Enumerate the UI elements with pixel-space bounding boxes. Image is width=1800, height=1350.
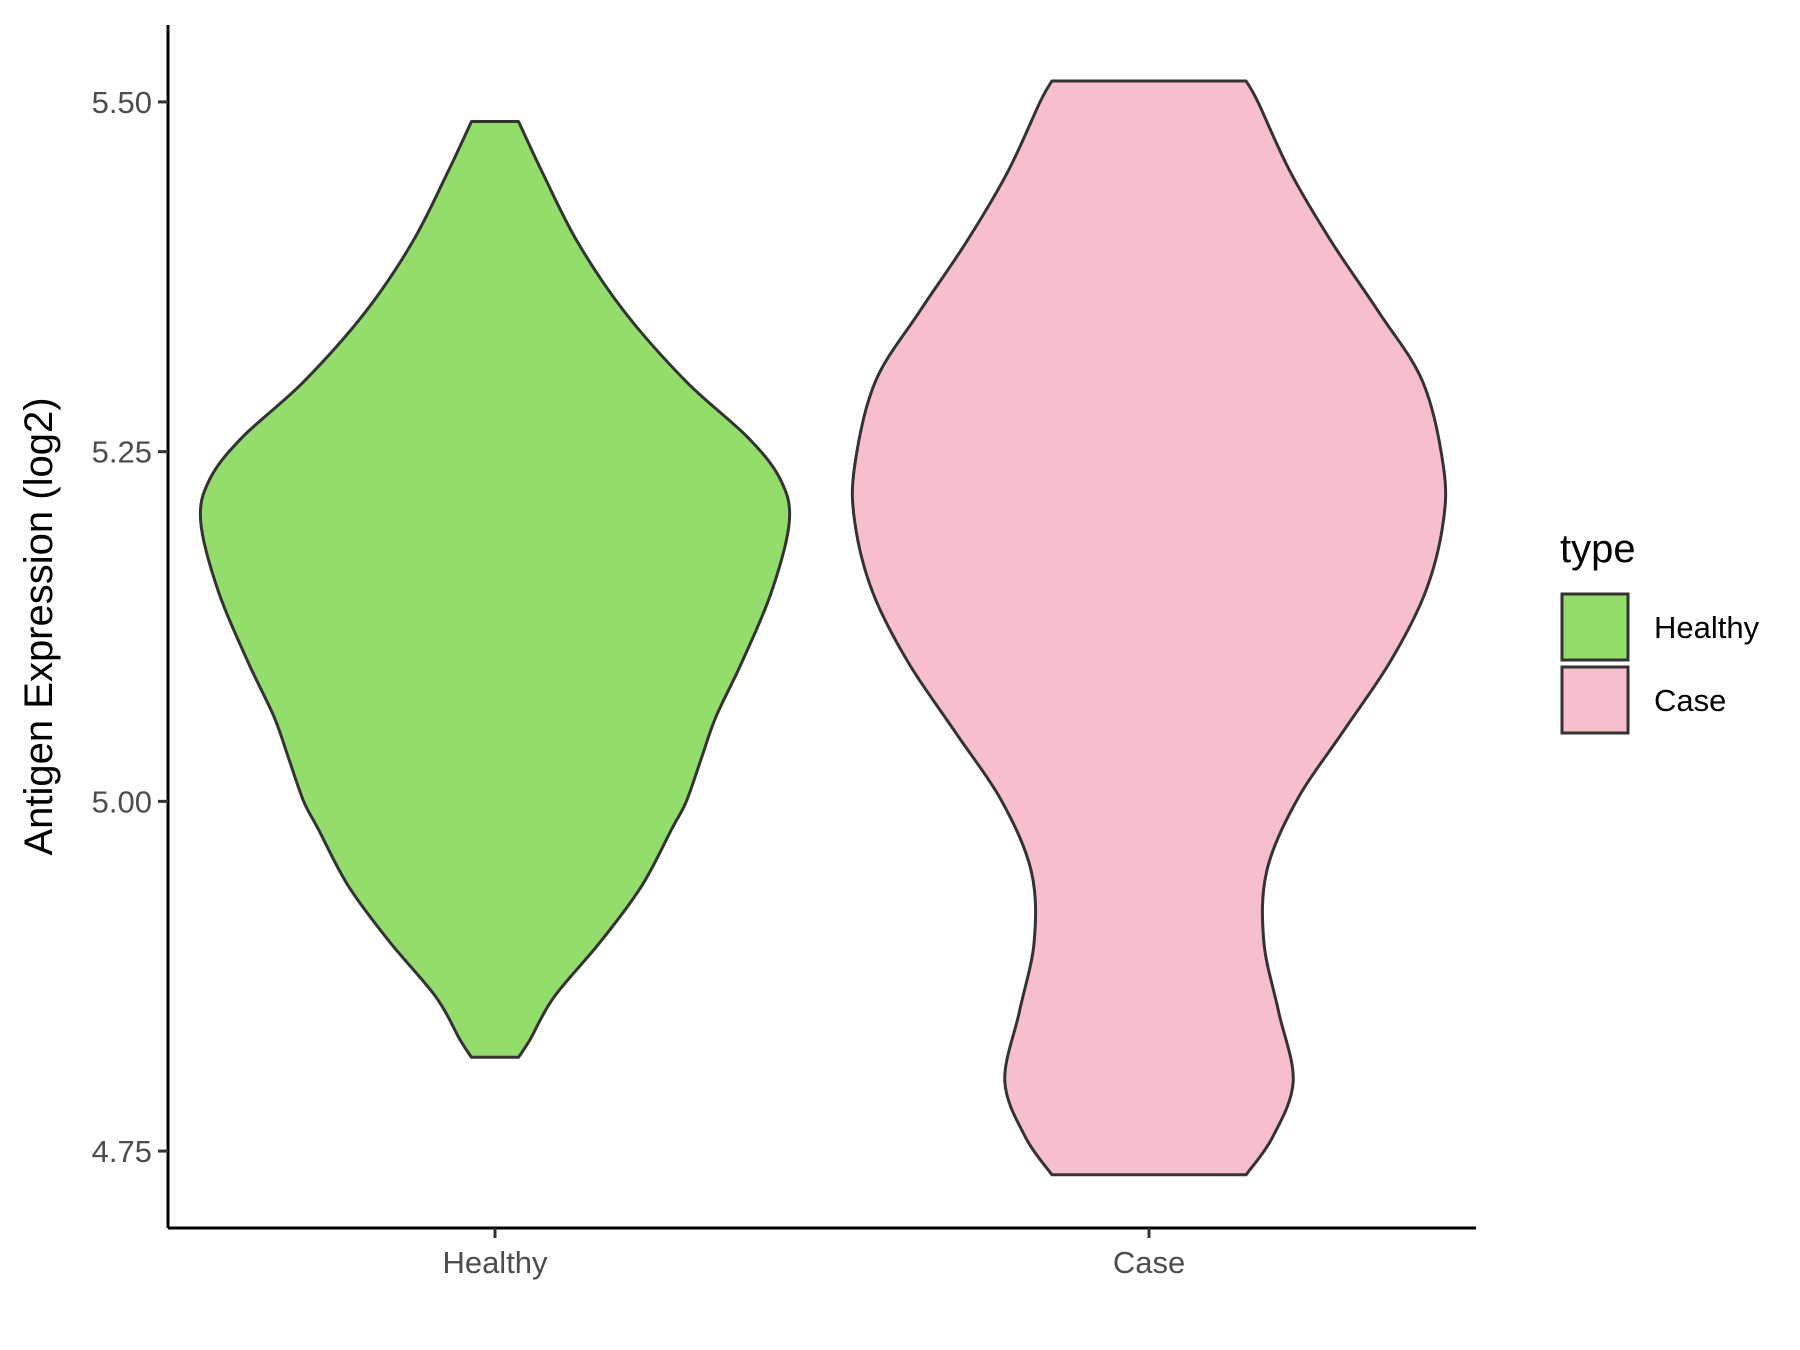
y-axis-ticks: 4.75 5.00 5.25 5.50 — [92, 85, 168, 1169]
legend-entries: Healthy Case — [1560, 592, 1760, 735]
violin-layer — [198, 79, 1448, 1177]
legend-label: Case — [1654, 683, 1726, 718]
legend-label: Healthy — [1654, 610, 1760, 645]
x-tick-label: Case — [1113, 1245, 1185, 1280]
legend-title: type — [1560, 527, 1636, 571]
y-tick-label: 5.50 — [92, 85, 152, 120]
violin-healthy — [198, 120, 792, 1059]
legend: type Healthy Case — [1560, 527, 1760, 735]
y-tick-label: 5.00 — [92, 784, 152, 819]
legend-key-healthy — [1560, 592, 1630, 662]
x-axis-ticks: Healthy Case — [442, 1228, 1185, 1280]
y-axis-title: Antigen Expression (log2) — [17, 397, 61, 855]
y-tick-label: 4.75 — [92, 1134, 152, 1169]
legend-key-case — [1560, 665, 1630, 735]
y-tick-label: 5.25 — [92, 435, 152, 470]
x-tick-label: Healthy — [442, 1245, 548, 1280]
violin-case — [850, 79, 1448, 1177]
